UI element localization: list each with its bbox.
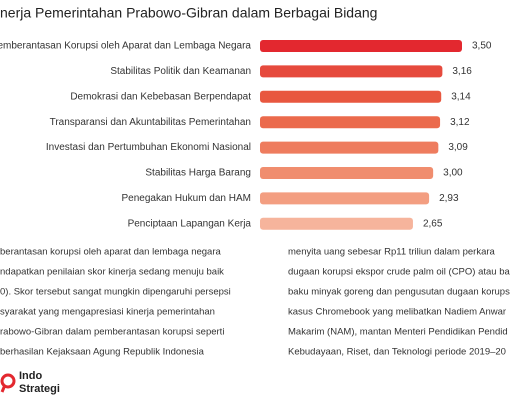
paragraph-line: baku minyak goreng dan pengusutan dugaan…	[288, 287, 510, 298]
logo-text: Indo	[19, 370, 42, 382]
category-label: Penciptaan Lapangan Kerja	[128, 218, 252, 229]
paragraph-line: berhasilan Kejaksaan Agung Republik Indo…	[0, 347, 205, 358]
value-label: 3,00	[443, 168, 463, 179]
bar	[260, 65, 443, 78]
paragraph-line: Kebudayaan, Riset, dan Teknologi periode…	[288, 347, 506, 358]
category-label: Penegakan Hukum dan HAM	[121, 193, 251, 204]
paragraph-line: kasus Chromebook yang melibatkan Nadiem …	[288, 307, 506, 318]
paragraph-line: rabowo-Gibran dalam pemberantasan korups…	[0, 327, 224, 338]
category-label: Demokrasi dan Kebebasan Berpendapat	[70, 91, 251, 102]
bar	[260, 116, 441, 129]
bar	[260, 192, 430, 205]
value-label: 3,16	[452, 66, 472, 77]
logo: Indo Strategi	[0, 370, 60, 395]
chart-title: nerja Pemerintahan Prabowo-Gibran dalam …	[0, 5, 377, 21]
category-label: Pemberantasan Korupsi oleh Aparat dan Le…	[0, 41, 251, 52]
bar	[260, 90, 442, 103]
bar	[260, 217, 413, 230]
value-label: 3,09	[448, 142, 468, 153]
paragraph-line: menyita uang sebesar Rp11 triliun dalam …	[288, 247, 496, 258]
value-label: 3,14	[451, 91, 471, 102]
bar	[260, 40, 462, 52]
bar	[260, 167, 434, 179]
value-label: 2,65	[423, 218, 443, 229]
value-label: 2,93	[439, 193, 459, 204]
paragraph-line: ndapatkan penilaian skor kinerja sedang …	[0, 267, 224, 278]
value-label: 3,50	[472, 41, 492, 52]
logo-text: Strategi	[19, 383, 60, 395]
value-label: 3,12	[450, 117, 470, 128]
category-label: Transparansi dan Akuntabilitas Pemerinta…	[50, 117, 251, 128]
category-label: Stabilitas Politik dan Keamanan	[110, 66, 251, 77]
bar	[260, 141, 439, 154]
logo-icon	[0, 373, 16, 389]
category-label: Stabilitas Harga Barang	[145, 168, 251, 179]
category-label: Investasi dan Pertumbuhan Ekonomi Nasion…	[46, 142, 251, 153]
paragraph-line: syarakat yang mengapresiasi kinerja peme…	[0, 307, 215, 318]
logo-icon	[0, 384, 7, 393]
paragraph-line: 0). Skor tersebut sangat mungkin dipenga…	[0, 287, 231, 298]
paragraph-line: dugaan korupsi ekspor crude palm oil (CP…	[288, 267, 511, 278]
paragraph-line: berantasan korupsi oleh aparat dan lemba…	[0, 247, 221, 258]
paragraph-line: Makarim (NAM), mantan Menteri Pendidikan…	[288, 327, 508, 338]
